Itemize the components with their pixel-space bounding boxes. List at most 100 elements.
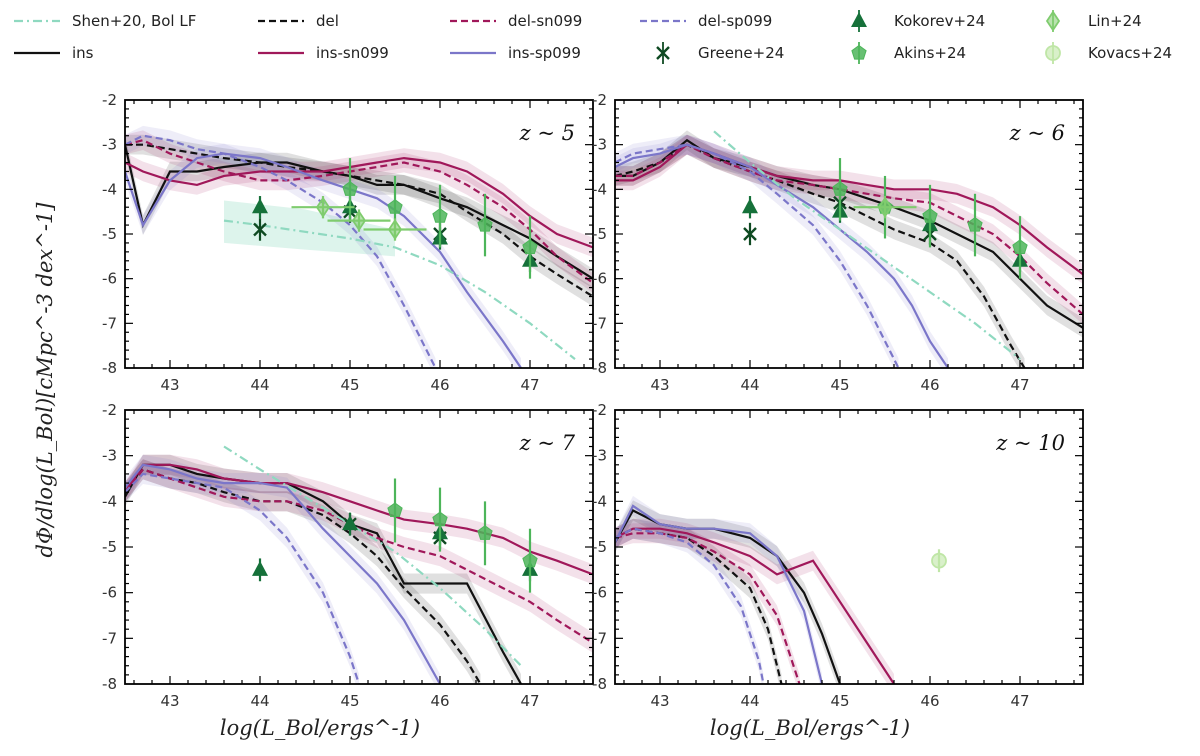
ticks	[125, 100, 593, 368]
point-lin-24	[387, 218, 403, 241]
legend-item-ins-sn099: ins-sn099	[258, 44, 389, 62]
point-greene-24	[743, 227, 757, 241]
series-shen-20-bol-lf	[223, 219, 576, 360]
panel-z-7: 43 44 45 46 47 -2 -3 -4 -5 -6 -7 -8 z ~ 7	[102, 401, 594, 710]
y-tick-label: -5	[592, 225, 607, 243]
band-ins-sp099	[615, 495, 822, 684]
y-tick-label: -4	[102, 180, 117, 198]
band-del-sn099	[125, 459, 593, 653]
plot-area	[125, 445, 593, 684]
series-del-sp099	[125, 472, 361, 684]
legend-item-shen-20-bol-lf: Shen+20, Bol LF	[14, 12, 196, 30]
point-akins-24	[477, 525, 493, 540]
x-tick-label: 43	[160, 376, 179, 394]
y-tick-label: -7	[592, 629, 607, 647]
x-tick-label: 43	[160, 692, 179, 710]
plot-area	[615, 495, 947, 684]
band-del-sp099	[615, 134, 899, 368]
series-ins-sp099	[125, 463, 441, 684]
y-tick-label: -7	[592, 314, 607, 332]
series-ins-sp099	[615, 504, 824, 684]
legend-label: Lin+24	[1088, 12, 1142, 30]
plot-area	[125, 125, 593, 368]
y-tick-label: -4	[592, 180, 607, 198]
x-tick-label: 46	[430, 376, 449, 394]
legend-item-kovacs-24: Kovacs+24	[1045, 42, 1172, 64]
ticks	[125, 410, 593, 684]
band-ins	[615, 500, 840, 684]
series-ins-sp099	[615, 143, 949, 368]
x-tick-label: 46	[920, 692, 939, 710]
series-del-sp099	[615, 527, 765, 684]
point-akins-24	[922, 207, 938, 223]
y-tick-label: -3	[102, 136, 117, 154]
legend-item-ins: ins	[14, 44, 94, 62]
legend-label: ins	[72, 44, 94, 62]
legend-label: ins-sp099	[508, 44, 581, 62]
y-tick-label: -3	[592, 447, 607, 465]
legend-label: del-sn099	[508, 12, 582, 30]
legend-item-greene-24: Greene+24	[656, 42, 784, 64]
y-tick-label: -8	[592, 359, 607, 377]
point-akins-24	[387, 502, 403, 517]
point-kokorev-24	[252, 560, 268, 576]
x-tick-label: 44	[740, 692, 759, 710]
band-ins-sn099	[615, 134, 1083, 284]
legend-label: Kovacs+24	[1088, 44, 1172, 62]
x-tick-label: 47	[1010, 692, 1029, 710]
series-del	[125, 468, 482, 684]
ticks	[615, 410, 1083, 684]
point-kokorev-24	[252, 198, 268, 214]
plot-panels: 43 44 45 46 47 -2 -3 -4 -5 -6 -7 -8 z ~ 5 43 44 45 46 47 -…	[102, 91, 1084, 710]
band-del-sp099	[125, 463, 359, 684]
series-ins	[125, 463, 522, 684]
band-del-sn099	[615, 523, 800, 684]
y-tick-label: -6	[592, 270, 607, 288]
point-kovacs-24	[931, 552, 947, 569]
band-del-sp099	[125, 125, 436, 368]
band-ins-sn099	[125, 454, 593, 585]
legend-label: Shen+20, Bol LF	[72, 12, 196, 30]
legend-item-del: del	[258, 12, 339, 30]
x-tick-label: 47	[520, 692, 539, 710]
y-tick-label: -8	[102, 359, 117, 377]
point-lin-24	[315, 196, 331, 218]
legend-label: Akins+24	[894, 44, 966, 62]
x-tick-label: 47	[520, 376, 539, 394]
legend-label: ins-sn099	[316, 44, 389, 62]
y-tick-label: -6	[102, 270, 117, 288]
series-del-sp099	[125, 134, 437, 368]
point-akins-24	[967, 216, 983, 232]
y-tick-label: -3	[102, 447, 117, 465]
series-del	[615, 143, 1026, 368]
point-akins-24	[1012, 239, 1028, 254]
y-tick-label: -5	[592, 538, 607, 556]
y-tick-label: -4	[102, 492, 117, 510]
x-tick-label: 46	[920, 376, 939, 394]
point-akins-24	[432, 511, 448, 527]
legend-item-ins-sp099: ins-sp099	[450, 44, 581, 62]
x-tick-label: 44	[740, 376, 759, 394]
point-akins-24	[432, 207, 448, 223]
legend-label: del-sp099	[698, 12, 772, 30]
redshift-label: z ~ 7	[519, 431, 576, 455]
panel-z-10: 43 44 45 46 47 -2 -3 -4 -5 -6 -7 -8 z ~ 10	[592, 401, 1084, 710]
point-akins-24	[522, 239, 538, 254]
point-akins-24	[342, 181, 358, 196]
y-tick-label: -2	[592, 91, 607, 109]
legend-label: Kokorev+24	[894, 12, 985, 30]
y-tick-label: -2	[102, 91, 117, 109]
y-tick-label: -4	[592, 492, 607, 510]
panel-z-6: 43 44 45 46 47 -2 -3 -4 -5 -6 -7 -8 z ~ 6	[592, 91, 1084, 394]
redshift-label: z ~ 5	[519, 121, 575, 145]
series-shen-20-bol-lf	[713, 130, 1021, 360]
x-tick-label: 44	[250, 692, 269, 710]
shen-uncertainty-band	[224, 200, 395, 257]
x-tick-label: 45	[340, 692, 359, 710]
legend-item-kokorev-24: Kokorev+24	[851, 10, 985, 32]
plot-area	[615, 130, 1083, 368]
series-shen-20-bol-lf	[223, 445, 522, 667]
legend-label: Greene+24	[698, 44, 784, 62]
panel-z-5: 43 44 45 46 47 -2 -3 -4 -5 -6 -7 -8 z ~ 5	[102, 91, 594, 394]
legend-item-akins-24: Akins+24	[851, 42, 966, 64]
